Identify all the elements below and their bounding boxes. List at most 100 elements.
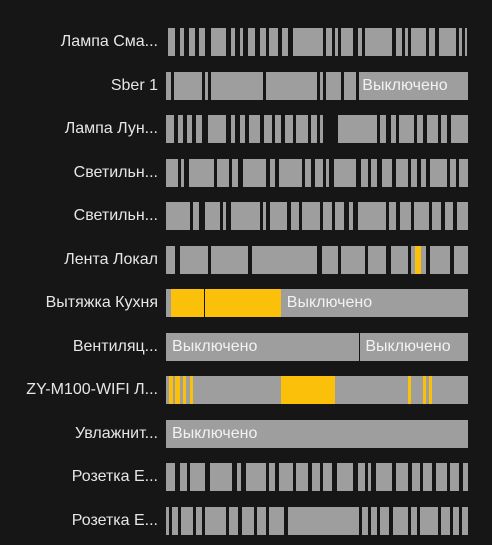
state-segment-off[interactable] xyxy=(463,463,468,491)
state-segment-off[interactable] xyxy=(181,159,185,187)
state-segment-off[interactable] xyxy=(236,463,242,491)
state-bar[interactable]: Выключено Выключено xyxy=(166,333,468,361)
state-bar[interactable] xyxy=(166,115,468,143)
state-segment-off[interactable] xyxy=(464,28,467,56)
state-segment-off[interactable] xyxy=(357,463,366,491)
state-segment-off[interactable] xyxy=(166,507,170,535)
state-segment-off[interactable] xyxy=(430,246,450,274)
state-segment-off[interactable] xyxy=(398,115,414,143)
state-segment-off[interactable] xyxy=(187,115,192,143)
state-segment-off[interactable] xyxy=(259,28,266,56)
state-segment-on[interactable] xyxy=(169,376,173,404)
state-segment-off[interactable] xyxy=(315,159,324,187)
state-segment-off[interactable] xyxy=(357,28,363,56)
state-segment-off[interactable] xyxy=(166,159,179,187)
state-segment-off[interactable] xyxy=(392,507,408,535)
state-segment-off[interactable] xyxy=(404,28,408,56)
state-segment-off[interactable] xyxy=(375,463,393,491)
state-segment-off[interactable] xyxy=(166,420,468,448)
timeline-row[interactable]: Увлажнит... Выключено xyxy=(0,420,492,448)
state-segment-off[interactable] xyxy=(178,115,183,143)
state-segment-off[interactable] xyxy=(410,246,416,274)
state-segment-off[interactable] xyxy=(301,202,320,230)
state-segment-off[interactable] xyxy=(172,507,179,535)
state-segment-off[interactable] xyxy=(211,246,248,274)
state-segment-off[interactable] xyxy=(232,159,239,187)
state-segment-off[interactable] xyxy=(229,507,239,535)
state-segment-off[interactable] xyxy=(239,115,245,143)
state-segment-off[interactable] xyxy=(179,246,209,274)
state-segment-off[interactable] xyxy=(430,159,447,187)
state-segment-off[interactable] xyxy=(243,159,266,187)
state-segment-off[interactable] xyxy=(205,507,227,535)
timeline-row[interactable]: Лента Локал xyxy=(0,246,492,274)
state-segment-off[interactable] xyxy=(292,28,324,56)
state-segment-off[interactable] xyxy=(179,463,188,491)
state-segment-off[interactable] xyxy=(196,507,203,535)
state-segment-off[interactable] xyxy=(188,28,195,56)
state-segment-off[interactable] xyxy=(410,507,417,535)
state-segment-off[interactable] xyxy=(326,28,333,56)
state-segment-off[interactable] xyxy=(190,463,206,491)
state-segment-off[interactable] xyxy=(282,28,289,56)
state-segment-off[interactable] xyxy=(421,159,426,187)
state-segment-off[interactable] xyxy=(457,202,468,230)
state-segment-off[interactable] xyxy=(338,115,378,143)
state-segment-off[interactable] xyxy=(335,376,408,404)
state-segment-off[interactable] xyxy=(270,159,275,187)
state-segment-off[interactable] xyxy=(390,115,396,143)
state-segment-off[interactable] xyxy=(390,246,408,274)
state-segment-off[interactable] xyxy=(179,28,185,56)
state-segment-on[interactable] xyxy=(182,376,186,404)
state-segment-off[interactable] xyxy=(188,159,215,187)
state-segment-on[interactable] xyxy=(170,289,204,317)
state-segment-off[interactable] xyxy=(458,28,462,56)
state-segment-off[interactable] xyxy=(304,159,311,187)
state-segment-off[interactable] xyxy=(196,115,203,143)
state-segment-off[interactable] xyxy=(359,333,468,361)
state-segment-off[interactable] xyxy=(181,507,194,535)
state-segment-off[interactable] xyxy=(211,28,227,56)
state-segment-off[interactable] xyxy=(320,115,324,143)
state-segment-off[interactable] xyxy=(279,159,302,187)
state-segment-off[interactable] xyxy=(333,159,357,187)
timeline-row[interactable]: Вытяжка Кухня Выключено xyxy=(0,289,492,317)
state-segment-off[interactable] xyxy=(192,376,281,404)
state-segment-off[interactable] xyxy=(268,507,284,535)
timeline-row[interactable]: ZY-M100-WIFI Л... xyxy=(0,376,492,404)
state-segment-off[interactable] xyxy=(173,72,203,100)
state-segment-off[interactable] xyxy=(365,28,393,56)
state-segment-off[interactable] xyxy=(381,159,393,187)
state-segment-off[interactable] xyxy=(422,463,432,491)
state-segment-off[interactable] xyxy=(295,463,308,491)
state-segment-off[interactable] xyxy=(312,463,321,491)
state-segment-off[interactable] xyxy=(172,376,176,404)
state-segment-off[interactable] xyxy=(241,507,254,535)
state-segment-off[interactable] xyxy=(412,463,420,491)
state-bar[interactable]: Выключено xyxy=(166,289,468,317)
state-segment-off[interactable] xyxy=(452,507,459,535)
state-segment-off[interactable] xyxy=(421,246,426,274)
state-segment-off[interactable] xyxy=(166,115,174,143)
state-segment-off[interactable] xyxy=(449,463,459,491)
state-segment-off[interactable] xyxy=(449,159,456,187)
state-segment-off[interactable] xyxy=(239,28,243,56)
state-segment-off[interactable] xyxy=(166,202,191,230)
state-segment-off[interactable] xyxy=(425,376,429,404)
state-segment-off[interactable] xyxy=(461,507,468,535)
state-segment-off[interactable] xyxy=(341,246,366,274)
state-segment-off[interactable] xyxy=(428,28,435,56)
state-segment-off[interactable] xyxy=(359,72,468,100)
state-segment-off[interactable] xyxy=(268,28,278,56)
state-segment-off[interactable] xyxy=(395,463,408,491)
state-segment-off[interactable] xyxy=(323,202,333,230)
timeline-row[interactable]: Вентиляц... Выключено Выключено xyxy=(0,333,492,361)
state-segment-off[interactable] xyxy=(179,376,183,404)
state-segment-off[interactable] xyxy=(335,28,339,56)
state-segment-off[interactable] xyxy=(185,376,191,404)
state-segment-off[interactable] xyxy=(166,333,359,361)
timeline-row[interactable]: Розетка E... xyxy=(0,463,492,491)
state-bar[interactable]: Выключено xyxy=(166,420,468,448)
state-segment-off[interactable] xyxy=(246,463,266,491)
state-segment-off[interactable] xyxy=(389,202,396,230)
